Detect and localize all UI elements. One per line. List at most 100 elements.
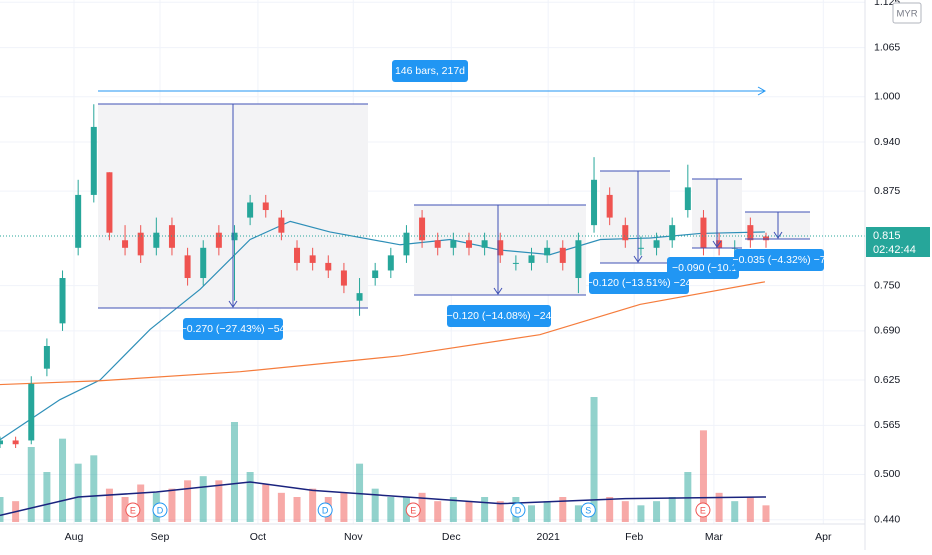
event-marker xyxy=(125,502,141,518)
volume-bar xyxy=(418,492,426,522)
volume-bar xyxy=(121,497,129,522)
y-tick-label: 0.940 xyxy=(874,136,900,148)
event-marker xyxy=(152,502,168,518)
candle-body xyxy=(75,194,82,248)
volume-bar xyxy=(528,505,536,522)
x-tick-label: Sep xyxy=(151,531,170,543)
range-label-box xyxy=(392,60,468,82)
event-marker xyxy=(317,502,333,518)
volume-bar xyxy=(621,501,629,522)
volume-bar xyxy=(606,497,614,522)
candle-body xyxy=(28,383,35,441)
event-label: D xyxy=(322,505,329,515)
volume-bar xyxy=(668,497,676,522)
x-tick-label: Nov xyxy=(344,531,363,543)
volume-bar xyxy=(762,505,770,522)
measure-label: −0.120 (−14.08%) −24 xyxy=(447,310,552,322)
y-tick-label: 1.125 xyxy=(874,0,900,8)
x-tick-label: 2021 xyxy=(537,531,561,543)
measure-label: −0.120 (−13.51%) −24 xyxy=(587,277,692,289)
volume-bar xyxy=(199,476,207,522)
x-tick-label: Oct xyxy=(250,531,266,543)
volume-bar xyxy=(496,501,504,522)
volume-bar xyxy=(293,497,301,522)
candle-body xyxy=(606,194,613,218)
candle-body xyxy=(137,232,144,256)
candle-body xyxy=(669,225,676,241)
y-tick-label: 0.565 xyxy=(874,419,900,431)
event-marker xyxy=(510,502,526,518)
candle-body xyxy=(747,225,754,241)
volume-bar xyxy=(340,492,348,522)
event-label: E xyxy=(700,505,706,515)
volume-bar xyxy=(481,497,489,522)
candle-body xyxy=(387,255,394,271)
event-marker xyxy=(405,502,421,518)
range-arrow xyxy=(757,86,767,96)
candle-body xyxy=(278,217,285,233)
countdown: 02:42:44 xyxy=(873,244,916,256)
x-tick-label: Aug xyxy=(65,531,84,543)
volume-bar xyxy=(309,488,317,522)
event-label: D xyxy=(515,505,522,515)
candle-body xyxy=(465,240,472,248)
candle-body xyxy=(450,240,457,248)
volume-bar xyxy=(715,492,723,522)
event-label: E xyxy=(410,505,416,515)
candle-body xyxy=(200,247,207,279)
volume-bar xyxy=(356,463,364,522)
candle-body xyxy=(622,225,629,241)
candle-body xyxy=(122,240,129,248)
candle-body xyxy=(106,172,113,233)
x-tick-label: Apr xyxy=(815,531,832,543)
volume-bar xyxy=(371,488,379,522)
volume-bar xyxy=(168,488,176,522)
x-tick-label: Mar xyxy=(705,531,724,543)
volume-bar xyxy=(90,455,98,522)
candle-body xyxy=(575,240,582,279)
volume-bar xyxy=(684,472,692,522)
candle-body xyxy=(184,255,191,279)
measure-lines xyxy=(98,103,810,309)
volume-bar xyxy=(246,472,254,522)
candle-body xyxy=(90,126,97,195)
event-marker xyxy=(695,502,711,518)
candle-body xyxy=(309,255,316,263)
volume-bar xyxy=(699,430,707,522)
candle-body xyxy=(356,293,363,301)
y-tick-label: 1.000 xyxy=(874,90,900,102)
y-tick-label: 0.500 xyxy=(874,468,900,480)
volume-bar xyxy=(387,497,395,522)
currency: MYR xyxy=(896,9,917,20)
y-tick-label: 0.690 xyxy=(874,325,900,337)
volume-bar xyxy=(27,447,35,522)
candle-body xyxy=(684,187,691,211)
axes: 1.125 1.065 1.000 0.940 0.875 0.750 0.690 0.625… xyxy=(65,0,901,543)
candle-body xyxy=(434,240,441,248)
volume-bar xyxy=(105,488,113,522)
candle-body xyxy=(512,262,519,264)
volume-bar xyxy=(449,497,457,522)
last-price-tag xyxy=(866,227,930,257)
volume-bar xyxy=(559,497,567,522)
candle-body xyxy=(294,247,301,263)
volume-bar xyxy=(230,422,238,522)
event-label: E xyxy=(130,505,136,515)
event-marker xyxy=(580,502,596,518)
candle-body xyxy=(262,202,269,211)
measure-label-box xyxy=(734,249,824,271)
volume-bar xyxy=(137,484,145,522)
candle-body xyxy=(59,278,66,324)
candle-body xyxy=(544,247,551,256)
y-tick-label: 0.750 xyxy=(874,279,900,291)
candle-body xyxy=(419,217,426,241)
measure-label: −0.270 (−27.43%) −54 xyxy=(181,323,286,335)
volume-ma-line xyxy=(0,481,767,517)
volume-bar xyxy=(215,480,223,522)
x-tick-label: Dec xyxy=(442,531,461,543)
volume-bar xyxy=(637,505,645,522)
y-tick-label: 0.625 xyxy=(874,374,900,386)
volume-bar xyxy=(653,501,661,522)
candle-body xyxy=(700,217,707,248)
